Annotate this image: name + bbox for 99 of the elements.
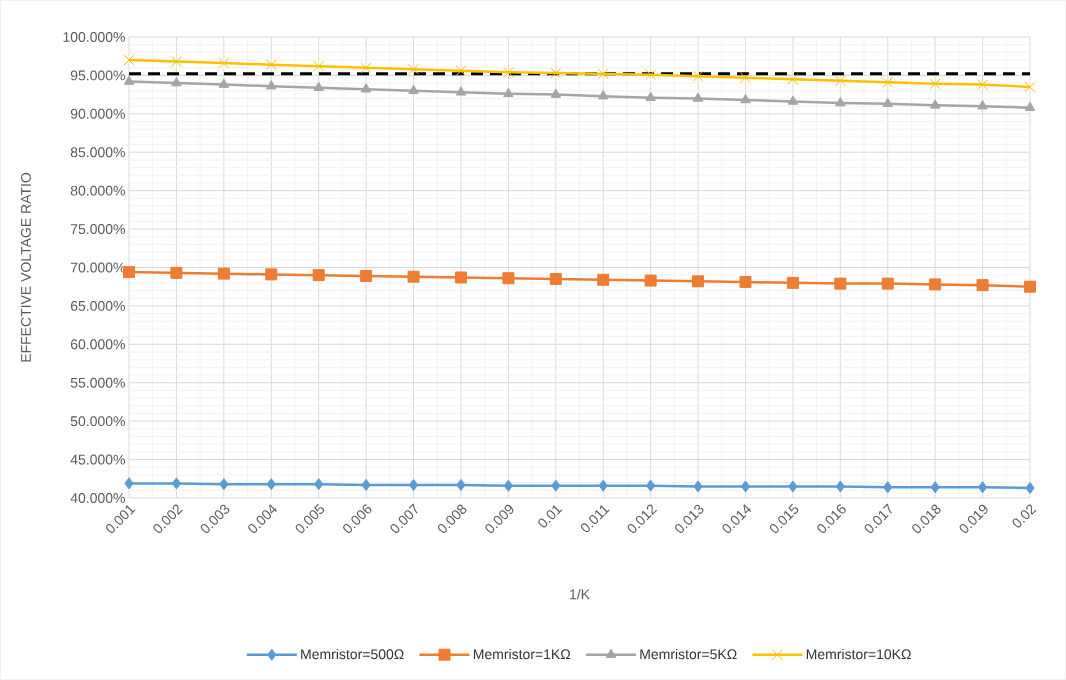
point xyxy=(503,87,514,98)
point xyxy=(408,84,419,95)
point xyxy=(407,270,420,283)
y-tick-label: 60.000% xyxy=(70,339,125,350)
point xyxy=(266,80,277,90)
y-tick-label: 75.000% xyxy=(70,224,125,235)
point xyxy=(217,267,230,280)
point xyxy=(882,97,894,108)
point xyxy=(550,88,562,98)
point xyxy=(455,65,467,77)
point xyxy=(929,99,941,109)
point xyxy=(693,480,703,493)
point xyxy=(597,90,609,100)
point xyxy=(881,277,894,290)
point xyxy=(455,86,467,96)
point xyxy=(312,269,325,282)
point xyxy=(740,93,751,104)
point xyxy=(218,78,230,88)
point xyxy=(835,97,846,107)
point xyxy=(361,478,371,491)
point xyxy=(502,272,515,285)
point xyxy=(645,69,657,81)
y-axis-title: EFFECTIVE VOLTAGE RATIO xyxy=(20,172,31,362)
point xyxy=(740,72,751,84)
point xyxy=(408,63,419,75)
point xyxy=(977,100,988,110)
point xyxy=(1025,482,1035,494)
point xyxy=(977,481,988,494)
point xyxy=(786,276,799,289)
point xyxy=(360,62,372,74)
point xyxy=(266,478,276,491)
point xyxy=(692,70,704,82)
point xyxy=(454,271,467,284)
point xyxy=(218,57,230,69)
point xyxy=(170,266,183,279)
legend-label: Memristor=5KΩ xyxy=(640,648,737,660)
point xyxy=(551,479,561,492)
point xyxy=(124,477,134,490)
point xyxy=(740,480,751,493)
point xyxy=(456,478,466,491)
point xyxy=(360,83,372,93)
point xyxy=(787,95,799,105)
point xyxy=(882,76,894,88)
point xyxy=(929,78,941,90)
y-tick-label: 80.000% xyxy=(70,185,125,196)
point xyxy=(834,75,846,87)
point xyxy=(123,75,135,85)
y-tick-label: 70.000% xyxy=(70,262,125,273)
point xyxy=(265,268,278,281)
point xyxy=(1024,101,1036,111)
point xyxy=(360,269,373,282)
point xyxy=(123,54,135,66)
y-tick-label: 40.000% xyxy=(70,493,125,503)
x-axis-title: 1/K xyxy=(570,589,590,600)
point xyxy=(977,79,989,91)
y-tick-label: 45.000% xyxy=(70,454,125,465)
point xyxy=(787,73,799,85)
legend-label: Memristor=1KΩ xyxy=(473,648,571,660)
point xyxy=(171,77,182,87)
point xyxy=(1024,81,1036,93)
y-tick-label: 90.000% xyxy=(70,108,125,119)
point xyxy=(171,477,182,490)
point xyxy=(644,274,657,287)
point xyxy=(739,276,752,289)
point xyxy=(549,273,562,286)
point xyxy=(929,278,942,291)
y-tick-label: 100.000% xyxy=(63,32,125,42)
point xyxy=(692,275,705,288)
point xyxy=(834,277,847,290)
point xyxy=(123,266,136,279)
point xyxy=(502,66,514,78)
point xyxy=(170,56,182,68)
point xyxy=(597,273,610,286)
point xyxy=(550,67,562,79)
point xyxy=(788,480,798,493)
y-tick-label: 65.000% xyxy=(70,300,125,311)
y-tick-label: 95.000% xyxy=(70,70,125,81)
point xyxy=(1024,280,1037,293)
point xyxy=(598,479,608,492)
point xyxy=(597,68,609,80)
point xyxy=(835,480,845,493)
y-tick-label: 50.000% xyxy=(70,416,125,427)
point xyxy=(692,92,704,102)
point xyxy=(645,91,656,101)
x-tick-label: 0.01 xyxy=(538,505,563,528)
point xyxy=(503,479,514,492)
point xyxy=(313,81,324,91)
point xyxy=(265,59,277,71)
legend-label: Memristor=10KΩ xyxy=(806,648,911,660)
point xyxy=(646,479,656,492)
point xyxy=(930,481,940,494)
point xyxy=(313,60,325,72)
point xyxy=(976,279,989,292)
y-tick-label: 85.000% xyxy=(70,147,125,158)
point xyxy=(883,481,893,494)
legend-label: Memristor=500Ω xyxy=(301,648,404,660)
y-tick-label: 55.000% xyxy=(70,377,125,388)
point xyxy=(219,478,229,491)
point xyxy=(314,478,324,491)
